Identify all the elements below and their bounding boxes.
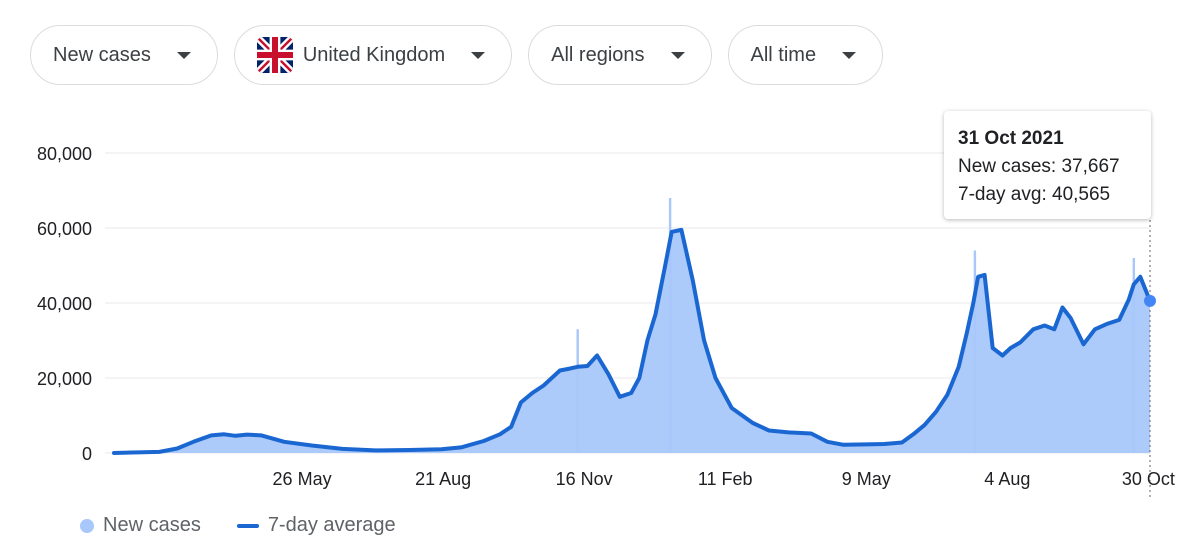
region-dropdown-label: All regions (551, 43, 645, 66)
region-dropdown[interactable]: All regions (528, 25, 712, 85)
y-tick-label: 80,000 (37, 144, 92, 164)
location-dropdown-label: United Kingdom (302, 43, 446, 66)
period-dropdown-label: All time (750, 43, 817, 66)
metric-dropdown[interactable]: New cases (30, 25, 218, 85)
new-cases-bar (668, 198, 672, 453)
caret-down-icon (176, 51, 191, 59)
caret-down-icon (471, 51, 486, 59)
new-cases-bar (1132, 258, 1135, 453)
avg-line (112, 227, 1152, 455)
avg-legend-icon (236, 523, 259, 528)
y-tick-label: 40,000 (37, 294, 92, 314)
new-cases-area (114, 229, 1150, 453)
new-cases-legend-icon (80, 518, 94, 533)
tooltip-date: 31 Oct 2021 (958, 128, 1064, 149)
chart-legend: New cases 7-day average (80, 514, 396, 537)
filter-bar: New cases United Kingdom All regions All… (30, 25, 884, 85)
hover-point (1144, 294, 1156, 307)
y-tick-label: 60,000 (37, 219, 92, 239)
uk-flag-icon (256, 37, 293, 73)
tooltip-new-cases: New cases: 37,667 (958, 153, 1137, 181)
chart-tooltip: 31 Oct 2021 New cases: 37,667 7-day avg:… (944, 111, 1151, 219)
x-tick-label: 21 Aug (415, 469, 471, 489)
x-tick-label: 30 Oct (1122, 469, 1175, 489)
caret-down-icon (842, 51, 857, 59)
period-dropdown[interactable]: All time (727, 25, 884, 85)
tooltip-avg: 7-day avg: 40,565 (958, 181, 1137, 209)
cases-chart[interactable]: 0 20,000 40,000 60,000 80,000 26 May 21 Aug 16 … (0, 100, 1200, 510)
tooltip-avg-value: 40,565 (1052, 184, 1111, 205)
tooltip-new-cases-value: 37,667 (1061, 156, 1120, 177)
caret-down-icon (670, 51, 685, 59)
x-tick-label: 16 Nov (556, 469, 613, 489)
new-cases-bar (576, 329, 579, 453)
metric-dropdown-label: New cases (53, 43, 151, 66)
x-tick-label: 9 May (842, 469, 891, 489)
legend-avg: 7-day average (267, 514, 396, 536)
new-cases-bar (973, 250, 977, 453)
x-tick-label: 26 May (273, 469, 332, 489)
x-tick-label: 11 Feb (698, 469, 753, 489)
y-tick-label: 20,000 (37, 369, 92, 389)
y-tick-label: 0 (82, 444, 92, 464)
x-tick-label: 4 Aug (984, 469, 1030, 489)
tooltip-avg-label: 7-day avg: (958, 184, 1047, 205)
tooltip-new-cases-label: New cases: (958, 156, 1057, 177)
legend-new-cases: New cases (103, 514, 201, 536)
location-dropdown[interactable]: United Kingdom (233, 25, 513, 85)
